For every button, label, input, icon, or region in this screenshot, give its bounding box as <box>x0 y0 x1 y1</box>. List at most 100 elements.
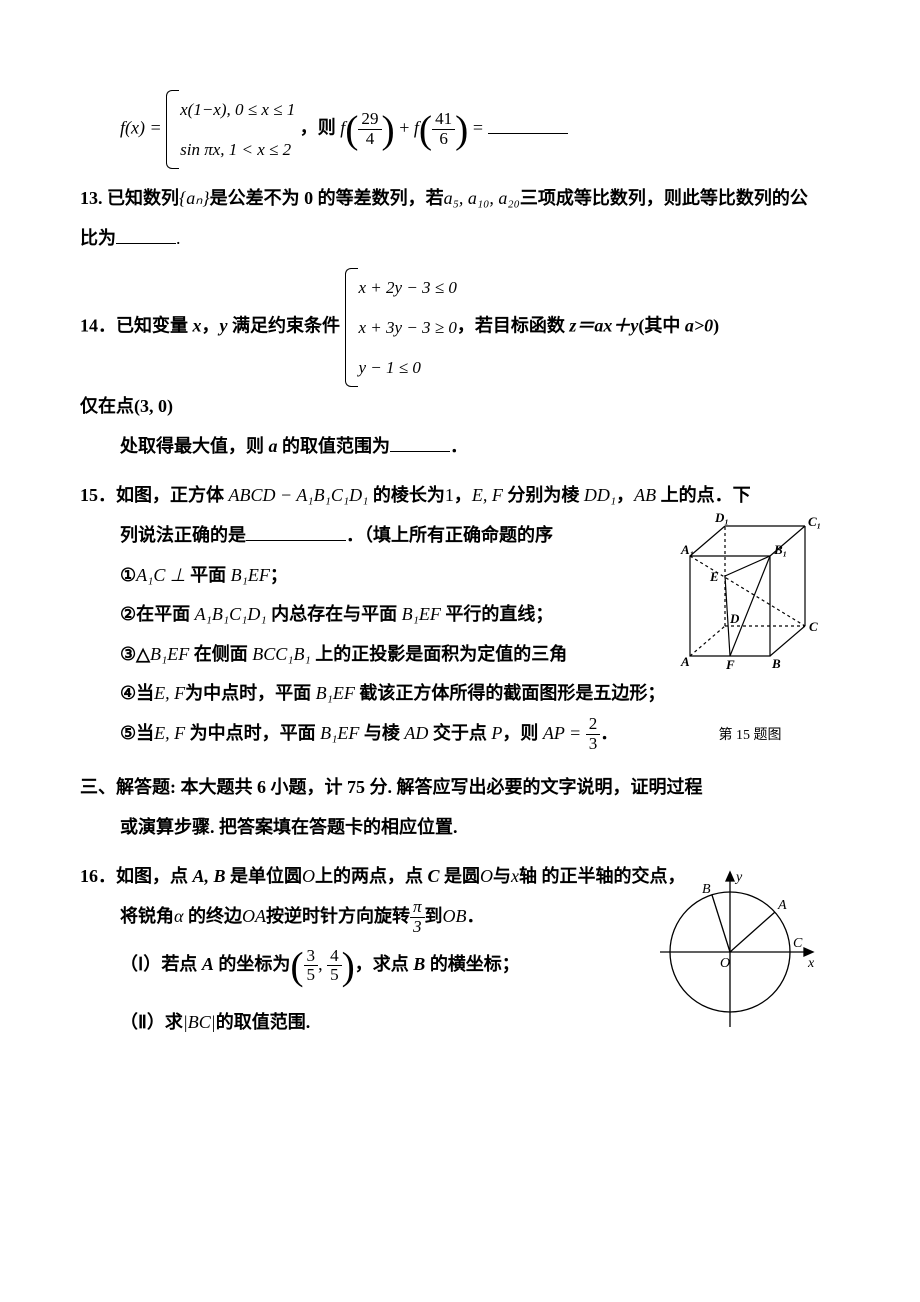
q16-ob: OB <box>443 906 467 926</box>
q13-period: . <box>176 228 181 248</box>
o5f: AD <box>404 723 428 743</box>
o2d: B₁EF <box>402 604 441 624</box>
q15-blank <box>246 523 346 541</box>
o1d: ； <box>270 565 288 585</box>
o4e: 截该正方体所得的截面图形是五边形； <box>355 683 666 703</box>
q13-post: 三项成等比数列，则此等比数列的公 <box>520 188 808 208</box>
q12-f2-num: 41 <box>432 110 455 130</box>
q15-m2: 分别为棱 <box>503 485 584 505</box>
q16-m4: 与 <box>493 866 511 886</box>
q13: 13. 已知数列{aₙ}是公差不为 0 的等差数列，若a₅, a₁₀, a₂₀三… <box>80 179 840 258</box>
o4d: B₁EF <box>316 683 355 703</box>
o3d: BCC₁B₁ <box>252 644 311 664</box>
q15-cm: ， <box>454 485 472 505</box>
q15-num: 15． <box>80 485 116 505</box>
o5b: E, F <box>154 723 185 743</box>
q16-p1a: 若点 <box>161 954 202 974</box>
lbl-A: A <box>777 898 787 913</box>
o3b: B₁EF <box>150 644 189 664</box>
q16-l2a: 将锐角 <box>120 906 174 926</box>
q15-ef: E, F <box>472 485 503 505</box>
q14-c-1: x + 2y − 3 ≤ 0 <box>359 278 457 297</box>
q12-conn: ，则 <box>300 118 336 138</box>
o3c: 在侧面 <box>189 644 252 664</box>
q14-c1: ， <box>202 316 220 336</box>
q12-f2-den: 6 <box>432 130 455 149</box>
q12-piece1: x(1−x), 0 ≤ x ≤ 1 <box>180 100 295 119</box>
q16-m2: 上的两点，点 <box>315 866 428 886</box>
cube-figure: A₁ B₁ C₁ D₁ A B C D E F 第 15 题图 <box>660 506 840 751</box>
q15-dd1: DD₁ <box>584 485 616 505</box>
lbl-E: E <box>709 569 719 584</box>
o3e: 上的正投影是面积为定值的三角 <box>311 644 568 664</box>
q13-blank <box>116 226 176 244</box>
sec3-l2: 或演算步骤. 把答案填在答题卡的相应位置. <box>80 808 840 848</box>
q12-fx: f(x) = <box>120 118 162 138</box>
q16-pi: π <box>410 898 425 918</box>
o2b: A₁B₁C₁D₁ <box>195 604 267 624</box>
lbl-C: C <box>809 619 818 634</box>
q15-1: 1 <box>445 485 454 505</box>
q16-p2a: 求 <box>165 1012 183 1032</box>
q14-acond: a>0 <box>685 316 713 336</box>
q14-blank <box>390 434 450 452</box>
q16-p2b: |BC| <box>183 1012 216 1032</box>
lbl-D1: D₁ <box>714 510 729 525</box>
q16-yd: 5 <box>327 966 342 985</box>
o2c: 内总存在与平面 <box>267 604 402 624</box>
q16-p1b: A <box>202 954 214 974</box>
q16-p2l: （Ⅱ） <box>120 1012 165 1032</box>
o5a: 当 <box>136 723 154 743</box>
q16-p1c: 的坐标为 <box>214 954 291 974</box>
o2e: 平行的直线； <box>441 604 554 624</box>
q14-c-2: x + 3y − 3 ≥ 0 <box>359 318 457 337</box>
section-3-heading: 三、解答题: 本大题共 6 小题，计 75 分. 解答应写出必要的文字说明，证明… <box>80 768 840 847</box>
q15-ab: AB <box>634 485 656 505</box>
q14-tgt: ，若目标函数 <box>457 316 570 336</box>
q16-xd: 5 <box>304 966 319 985</box>
q16-o: O <box>302 866 315 886</box>
o1a: A₁C ⊥ <box>136 565 185 585</box>
q16-o2: O <box>480 866 493 886</box>
o5k: ． <box>600 723 618 743</box>
q13-num: 13. <box>80 188 103 208</box>
q14-period: ． <box>450 436 468 456</box>
q16-oa: OA <box>242 906 266 926</box>
lbl-F: F <box>725 657 735 672</box>
lbl-C1: C₁ <box>808 514 821 529</box>
lbl-B1: B₁ <box>773 542 787 557</box>
q16-yn: 4 <box>327 947 342 967</box>
o5j: AP = <box>543 723 586 743</box>
q16-p1d: ，求点 <box>355 954 414 974</box>
q14-c-3: y − 1 ≤ 0 <box>359 358 421 377</box>
q12-fragment: f(x) = x(1−x), 0 ≤ x ≤ 1 sin πx, 1 < x ≤… <box>80 90 840 169</box>
q15-l2a: 列说法正确的是 <box>120 525 246 545</box>
lbl-x: x <box>807 956 815 971</box>
o2a: 在平面 <box>136 604 195 624</box>
q16-m3: 是圆 <box>440 866 481 886</box>
q14-l2: 仅在点(3, 0) <box>80 387 840 427</box>
q15-cube: ABCD − A₁B₁C₁D₁ <box>229 485 369 505</box>
q12-f1-den: 4 <box>358 130 381 149</box>
o5i: ，则 <box>502 723 543 743</box>
q16-p1f: 的横坐标； <box>425 954 520 974</box>
o1c: B₁EF <box>231 565 270 585</box>
q12-blank <box>488 116 568 134</box>
q15: A₁ B₁ C₁ D₁ A B C D E F 第 15 题图 15．如图，正方… <box>80 476 840 754</box>
lbl-A1: A₁ <box>680 542 694 557</box>
o5h: P <box>491 723 502 743</box>
q13-terms: a₅, a₁₀, a₂₀ <box>444 188 520 208</box>
q12-f1-num: 29 <box>358 110 381 130</box>
q14-cond: 满足约束条件 <box>228 316 341 336</box>
q16-num: 16． <box>80 866 116 886</box>
o5den: 3 <box>586 735 601 754</box>
q13-l2: 比为 <box>80 228 116 248</box>
o4c: 为中点时，平面 <box>185 683 316 703</box>
q16-m1: 是单位圆 <box>226 866 303 886</box>
q16-3: 3 <box>410 918 425 937</box>
q12-piece2: sin πx, 1 < x ≤ 2 <box>180 140 291 159</box>
o4b: E, F <box>154 683 185 703</box>
q14-pre: 已知变量 <box>116 316 193 336</box>
o1n: ① <box>120 565 136 585</box>
q14-where: (其中 <box>638 316 685 336</box>
